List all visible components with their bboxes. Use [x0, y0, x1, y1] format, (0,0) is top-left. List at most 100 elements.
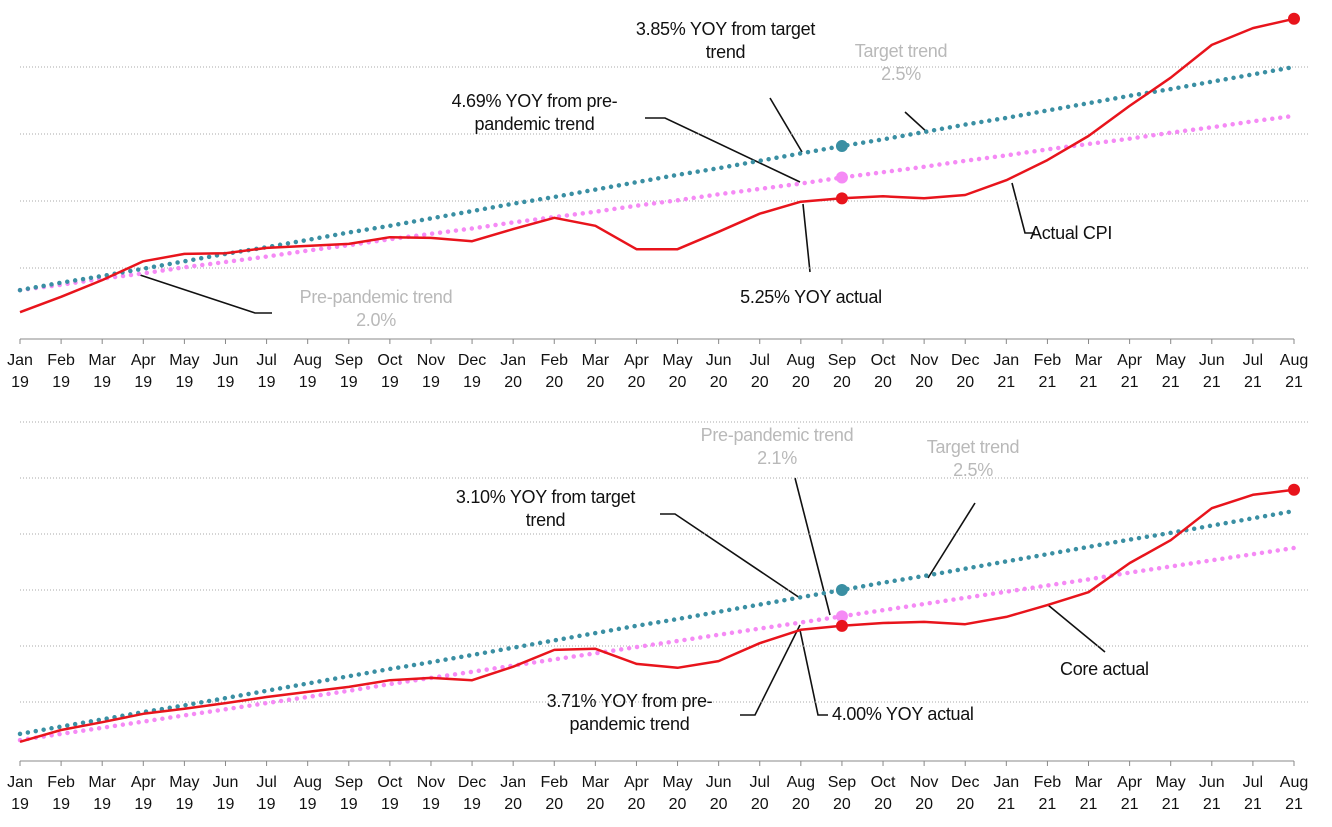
end-point: [1288, 12, 1300, 25]
annotation: 4.00% YOY actual: [832, 704, 974, 724]
x-tick-label: Feb 20: [540, 774, 569, 813]
x-tick-label: May 20: [662, 774, 693, 813]
x-tick-label: Sep 20: [827, 774, 857, 813]
series-label: Core actual: [1060, 659, 1149, 679]
x-tick-label: Jun 20: [705, 352, 732, 391]
x-tick-label: Apr 21: [1117, 352, 1143, 391]
x-tick-label: Feb 20: [540, 352, 569, 391]
series-label: Actual CPI: [1030, 223, 1113, 243]
series-line: [17, 545, 1297, 743]
series-label: Pre-pandemic trend: [299, 287, 453, 307]
x-tick-label: May 21: [1155, 352, 1186, 391]
end-point: [1288, 483, 1300, 496]
x-tick-label: Dec 20: [950, 352, 980, 391]
x-tick-label: Aug 20: [786, 774, 816, 813]
x-tick-label: Aug 20: [786, 352, 816, 391]
leader-line: [660, 513, 801, 599]
leader-line: [1047, 604, 1106, 653]
x-tick-label: Dec 19: [457, 774, 487, 813]
x-tick-label: Jul 21: [1242, 352, 1264, 391]
x-tick-label: Jul 19: [256, 774, 277, 813]
leader-line: [139, 274, 272, 314]
x-tick-label: Sep 20: [827, 352, 857, 391]
highlight-point: [835, 192, 848, 205]
x-tick-label: Nov 19: [416, 774, 446, 813]
leader-line: [802, 203, 811, 273]
x-tick-label: Jan 21: [993, 774, 1020, 813]
highlight-point: [835, 171, 848, 184]
x-tick-label: Dec 19: [457, 352, 487, 391]
plot: [17, 12, 1309, 766]
highlight-point: [835, 140, 848, 153]
x-tick-label: Aug 19: [293, 352, 322, 391]
x-tick-label: May 21: [1155, 774, 1186, 813]
x-tick-label: Apr 20: [623, 352, 649, 391]
x-tick-label: Jan 20: [500, 352, 527, 391]
x-tick-label: Oct 19: [377, 774, 403, 813]
series-rate: 2.0%: [356, 310, 396, 330]
x-tick-label: Oct 19: [377, 352, 403, 391]
x-tick-label: Feb 21: [1033, 352, 1062, 391]
x-tick-label: Jun 19: [212, 774, 239, 813]
annotation: 5.25% YOY actual: [740, 287, 882, 307]
x-tick-label: Aug 19: [293, 774, 322, 813]
series-line: [19, 488, 1295, 744]
annotation: 3.10% YOY from target trend: [455, 487, 636, 530]
x-tick-label: Nov 20: [909, 774, 939, 813]
series-rate: 2.1%: [757, 448, 797, 468]
x-tick-label: Nov 20: [909, 352, 939, 391]
x-tick-label: Mar 19: [88, 774, 116, 813]
series-label: Pre-pandemic trend: [700, 425, 854, 445]
x-tick-label: Oct 20: [870, 352, 896, 391]
series-line: [17, 113, 1297, 293]
series-rate: 2.5%: [953, 460, 993, 480]
x-tick-label: Mar 21: [1074, 352, 1103, 391]
x-tick-label: Mar 19: [88, 352, 116, 391]
x-tick-label: Aug 21: [1279, 352, 1309, 391]
leader-line: [904, 111, 929, 134]
highlight-point: [835, 584, 848, 596]
x-tick-label: Jun 20: [705, 774, 732, 813]
x-tick-label: Apr 19: [130, 774, 156, 813]
series-line: [17, 64, 1297, 293]
leader-line: [769, 97, 803, 153]
x-tick-label: Jun 21: [1198, 774, 1225, 813]
x-tick-label: Feb 19: [47, 352, 75, 391]
x-tick-label: Mar 20: [581, 774, 610, 813]
x-tick-label: Jan 19: [7, 774, 33, 813]
x-tick-label: Jul 20: [749, 352, 770, 391]
x-tick-label: Jul 19: [256, 352, 277, 391]
highlight-point: [835, 619, 848, 632]
x-tick-label: Feb 21: [1033, 774, 1062, 813]
x-tick-label: Jan 20: [500, 774, 527, 813]
x-tick-label: Jan 19: [7, 352, 33, 391]
x-tick-label: Apr 21: [1117, 774, 1143, 813]
leader-line: [740, 624, 801, 716]
series-label: Target trend: [926, 437, 1020, 457]
leader-line: [1011, 182, 1035, 234]
x-tick-label: Mar 20: [581, 352, 610, 391]
x-tick-label: Dec 20: [950, 774, 980, 813]
series-label: Target trend: [854, 41, 948, 61]
x-tick-label: Sep 19: [334, 774, 363, 813]
x-tick-label: Aug 21: [1279, 774, 1309, 813]
x-tick-label: Mar 21: [1074, 774, 1103, 813]
x-tick-label: Jun 21: [1198, 352, 1225, 391]
x-tick-label: Jun 19: [212, 352, 239, 391]
x-tick-label: Apr 19: [130, 352, 156, 391]
annotation: 4.69% YOY from pre-pandemic trend: [451, 91, 618, 134]
x-tick-label: Jan 21: [993, 352, 1020, 391]
x-tick-label: Feb 19: [47, 774, 75, 813]
x-tick-label: Jul 21: [1242, 774, 1264, 813]
series-line: [17, 508, 1297, 737]
series-line: [19, 17, 1295, 314]
x-tick-label: Oct 20: [870, 774, 896, 813]
x-tick-label: May 19: [169, 352, 200, 391]
series-rate: 2.5%: [881, 64, 921, 84]
annotation: 3.85% YOY from target trend: [635, 19, 816, 62]
x-tick-label: Nov 19: [416, 352, 446, 391]
highlight-point: [835, 610, 848, 623]
leader-line: [927, 502, 976, 579]
